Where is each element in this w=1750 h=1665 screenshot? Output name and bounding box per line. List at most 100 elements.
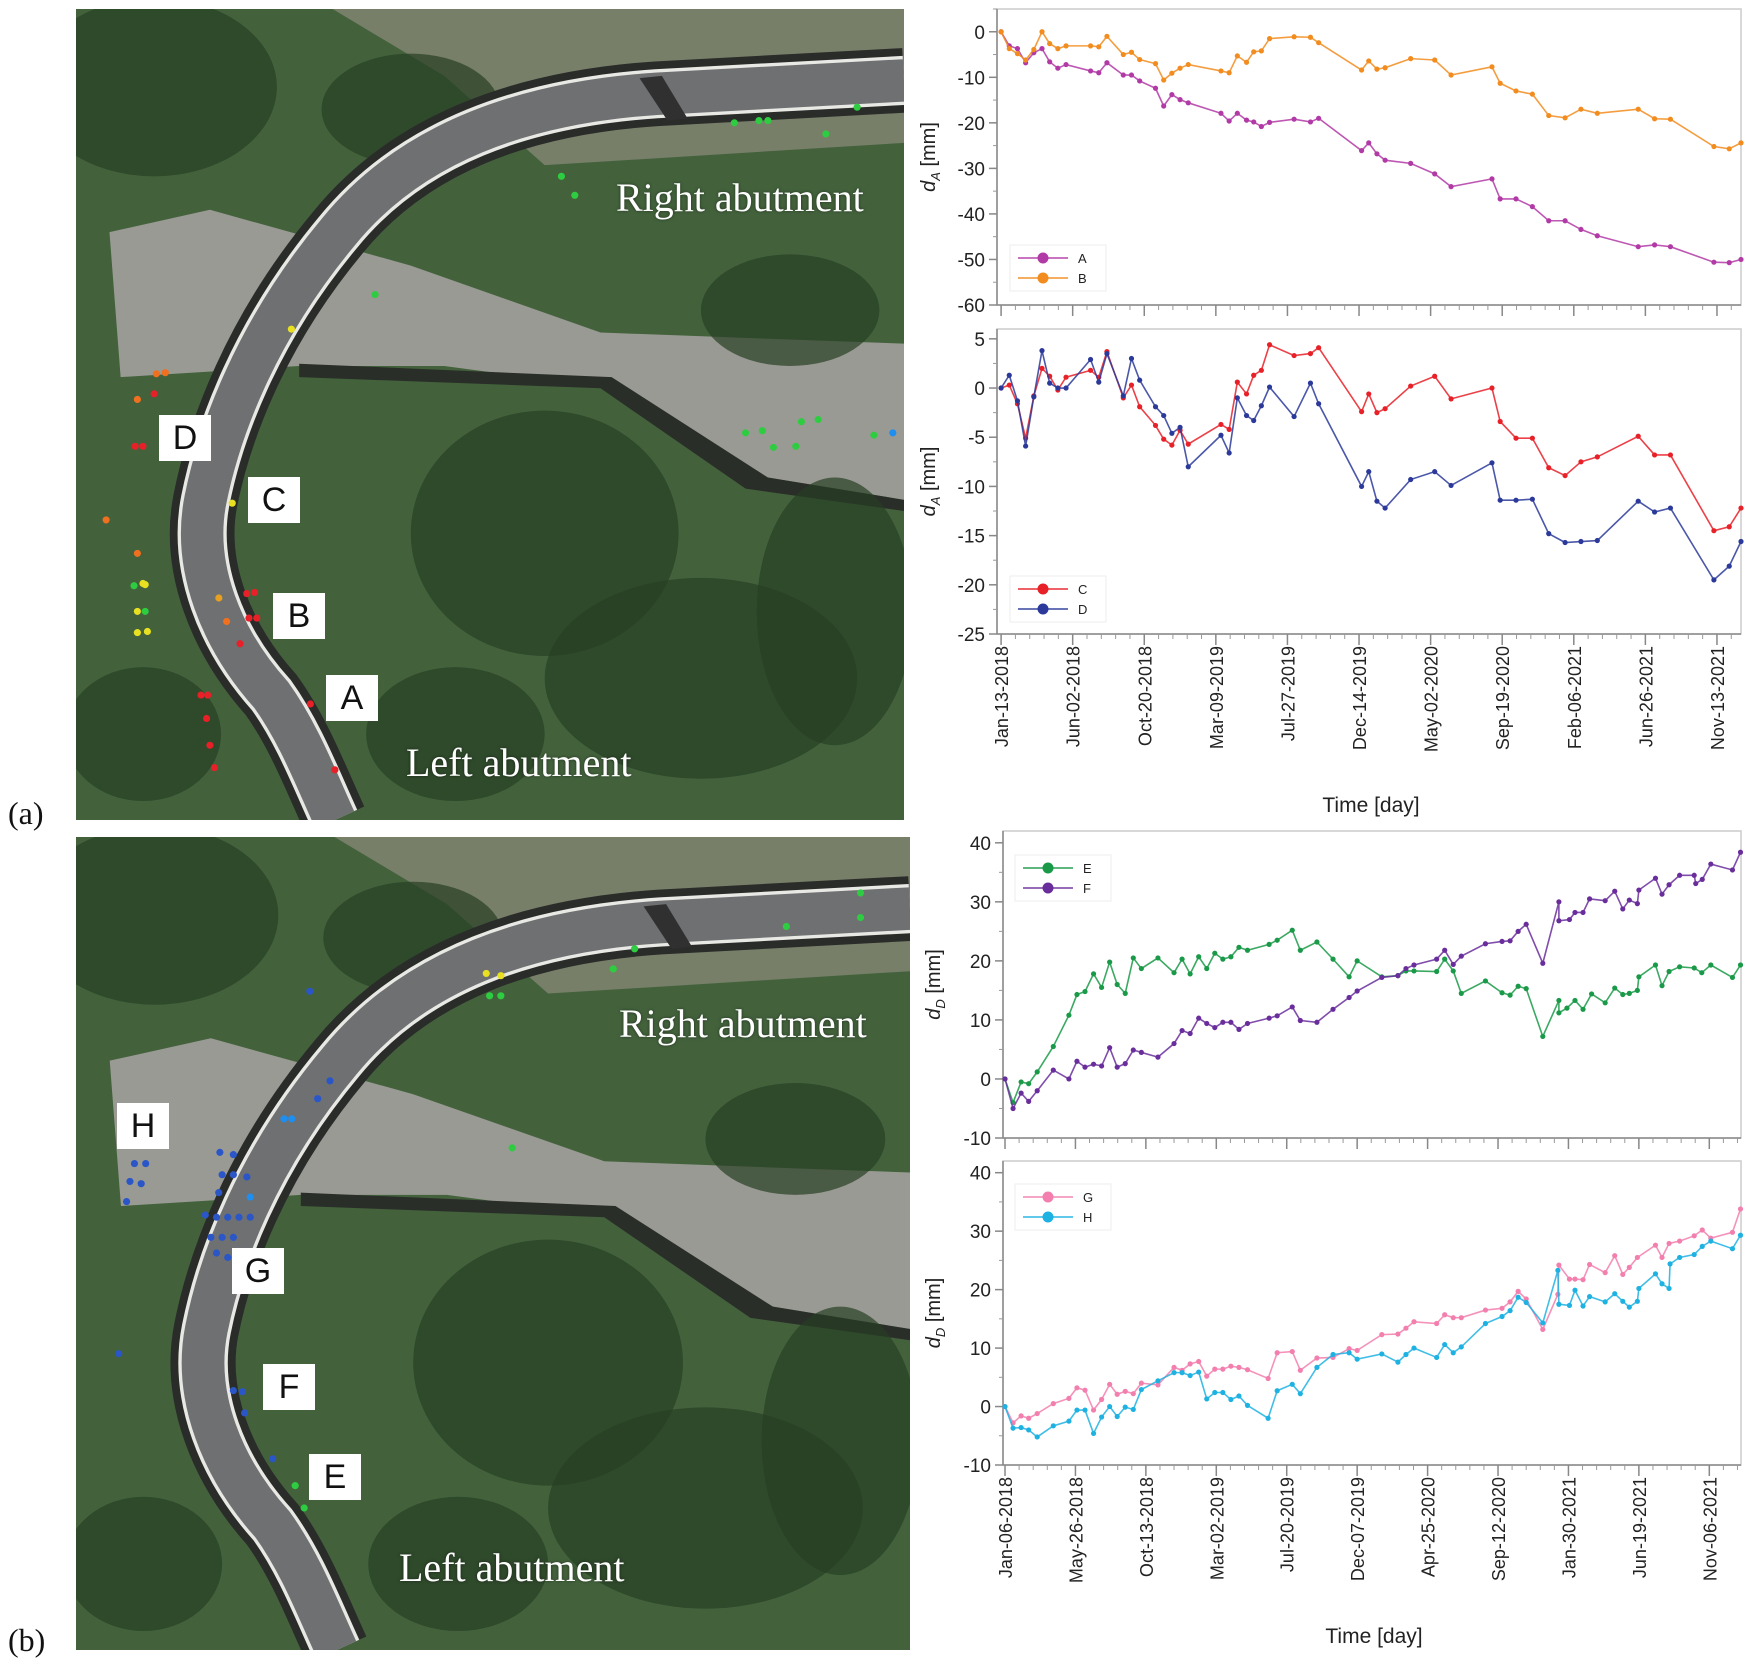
x-tick-label: May-02-2020 bbox=[1422, 646, 1442, 752]
data-point-G bbox=[1196, 1358, 1202, 1365]
data-point-B bbox=[1014, 51, 1021, 57]
data-point-H bbox=[1586, 1294, 1593, 1300]
data-point-F bbox=[1677, 872, 1683, 878]
measurement-point bbox=[139, 442, 147, 450]
data-point-H bbox=[1556, 1301, 1562, 1307]
tree-canopy bbox=[366, 667, 545, 802]
data-point-A bbox=[1161, 103, 1167, 109]
data-point-D bbox=[1006, 372, 1012, 378]
data-point-C bbox=[1546, 465, 1552, 471]
data-point-H bbox=[1652, 1271, 1659, 1277]
data-point-H bbox=[1212, 1389, 1218, 1396]
legend: GH bbox=[1014, 1183, 1112, 1231]
measurement-point bbox=[280, 1115, 288, 1123]
x-tick-label: Jan-13-2018 bbox=[992, 646, 1012, 747]
data-point-F bbox=[1289, 1004, 1295, 1010]
data-point-H bbox=[1666, 1285, 1672, 1292]
data-point-G bbox=[1018, 1413, 1024, 1419]
data-point-G bbox=[1458, 1315, 1464, 1321]
data-point-A bbox=[1120, 72, 1126, 78]
data-point-G bbox=[1626, 1264, 1632, 1270]
data-point-B bbox=[1578, 106, 1584, 112]
measurement-point bbox=[204, 691, 212, 699]
data-point-F bbox=[1346, 994, 1352, 1001]
measurement-point bbox=[486, 992, 494, 1000]
chart-3: 40 30 20 10 0 -10 dD [mm] EF bbox=[923, 830, 1744, 1150]
data-point-C bbox=[1185, 441, 1191, 447]
plot-area bbox=[996, 8, 1742, 306]
legend-marker-D bbox=[1037, 603, 1049, 615]
data-point-E bbox=[1737, 962, 1744, 968]
data-point-C bbox=[1489, 385, 1495, 391]
y-tick-label: 30 bbox=[970, 893, 991, 914]
left-abutment-label: Left abutment bbox=[406, 740, 632, 785]
data-point-E bbox=[1122, 990, 1128, 996]
legend-label-C: C bbox=[1078, 582, 1087, 597]
data-point-A bbox=[1039, 46, 1045, 52]
x-axis-title: Time [day] bbox=[1325, 1625, 1422, 1648]
x-tick-label: Jan-30-2021 bbox=[1559, 1477, 1579, 1578]
measurement-point bbox=[856, 889, 865, 897]
data-point-A bbox=[1266, 119, 1273, 125]
y-axis-title: dA [mm] bbox=[918, 447, 943, 517]
x-tick-label: Jun-26-2021 bbox=[1636, 646, 1656, 747]
y-axis-unit: [mm] bbox=[923, 1278, 945, 1328]
data-point-H bbox=[1737, 1232, 1744, 1238]
data-point-C bbox=[1374, 410, 1380, 416]
measurement-point bbox=[137, 1180, 145, 1188]
measurement-point bbox=[326, 1077, 334, 1085]
x-tick-label: Oct-13-2018 bbox=[1137, 1477, 1157, 1577]
left-abutment-label: Left abutment bbox=[399, 1545, 625, 1590]
y-tick-label: 10 bbox=[970, 1339, 991, 1360]
measurement-point bbox=[122, 1197, 131, 1206]
x-tick-label: Nov-06-2021 bbox=[1700, 1477, 1720, 1581]
legend-box bbox=[1014, 854, 1112, 902]
bridge-joint bbox=[639, 75, 688, 121]
data-point-D bbox=[1031, 394, 1037, 400]
legend-marker-F bbox=[1042, 882, 1054, 894]
data-point-F bbox=[1499, 938, 1505, 945]
data-point-B bbox=[1128, 49, 1135, 55]
y-tick-label: -50 bbox=[958, 250, 985, 271]
data-point-D bbox=[1096, 379, 1102, 385]
legend-box bbox=[1009, 575, 1107, 623]
data-point-F bbox=[1708, 861, 1714, 867]
tree-canopy bbox=[368, 1496, 549, 1631]
y-tick-label: -40 bbox=[958, 205, 985, 226]
data-point-H bbox=[1265, 1415, 1271, 1421]
data-point-B bbox=[1358, 67, 1365, 73]
data-point-B bbox=[1513, 88, 1519, 94]
measurement-point bbox=[212, 1213, 221, 1221]
data-point-E bbox=[1691, 965, 1697, 971]
data-point-F bbox=[1693, 880, 1699, 887]
plot-area bbox=[996, 328, 1742, 635]
data-point-F bbox=[1659, 891, 1665, 897]
data-point-F bbox=[1066, 1076, 1072, 1082]
data-point-D bbox=[1578, 538, 1584, 545]
data-point-G bbox=[1434, 1320, 1440, 1327]
measurement-point bbox=[202, 714, 211, 723]
data-point-D bbox=[1161, 412, 1167, 419]
data-point-E bbox=[1411, 968, 1417, 974]
data-point-E bbox=[1677, 964, 1683, 970]
data-point-F bbox=[1572, 909, 1578, 916]
data-point-G bbox=[1699, 1227, 1705, 1233]
data-point-D bbox=[1169, 430, 1175, 436]
data-point-E bbox=[1289, 927, 1295, 933]
data-point-F bbox=[1602, 898, 1608, 904]
data-point-G bbox=[1411, 1319, 1417, 1325]
data-point-D bbox=[1063, 385, 1069, 391]
data-point-H bbox=[1204, 1396, 1210, 1402]
data-point-H bbox=[1434, 1354, 1440, 1361]
x-tick-label: Sep-19-2020 bbox=[1493, 646, 1513, 750]
data-point-A bbox=[1408, 160, 1414, 166]
road-surface bbox=[181, 887, 910, 1650]
data-point-G bbox=[1107, 1381, 1113, 1387]
data-point-H bbox=[1220, 1389, 1226, 1396]
data-point-B bbox=[1489, 64, 1495, 70]
data-point-H bbox=[1612, 1291, 1618, 1297]
data-point-E bbox=[1204, 965, 1210, 972]
data-point-E bbox=[1244, 947, 1251, 953]
data-point-G bbox=[1034, 1410, 1040, 1417]
data-point-F bbox=[1212, 1024, 1218, 1031]
